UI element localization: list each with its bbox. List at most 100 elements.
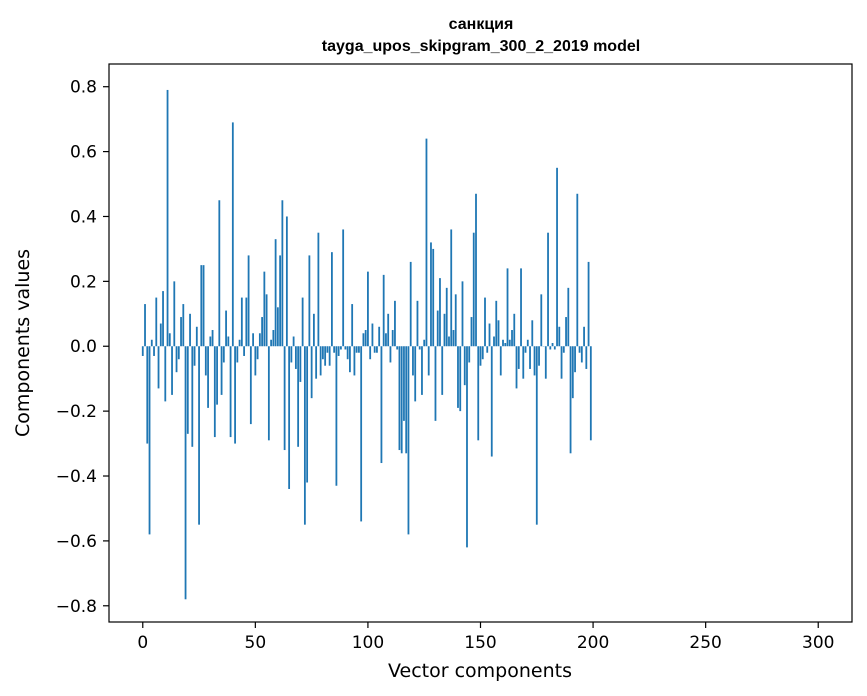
bar — [558, 326, 561, 347]
chart-subtitle: tayga_upos_skipgram_300_2_2019 model — [322, 38, 640, 55]
y-tick-label: 0.6 — [70, 143, 97, 163]
bar — [243, 346, 245, 356]
bar — [303, 346, 306, 525]
chart-title: санкция — [449, 16, 514, 33]
bar — [263, 271, 266, 347]
y-tick-label: −0.6 — [56, 532, 97, 552]
bar — [353, 346, 356, 376]
x-tick-label: 50 — [245, 633, 267, 653]
bar — [373, 346, 376, 353]
bar — [580, 346, 583, 363]
bar — [549, 346, 552, 350]
bar — [470, 317, 473, 347]
bar — [238, 339, 241, 347]
bar — [315, 346, 318, 379]
x-tick-label: 0 — [137, 633, 148, 653]
bar — [540, 294, 543, 347]
bar — [324, 346, 327, 366]
bar — [421, 346, 423, 395]
bar — [583, 326, 585, 347]
bar — [481, 346, 484, 360]
bar — [360, 346, 363, 522]
bar — [484, 297, 486, 347]
bar — [175, 346, 178, 373]
bar — [150, 339, 153, 347]
bar — [515, 346, 518, 389]
bar — [276, 307, 279, 347]
bar — [207, 346, 209, 408]
bar — [432, 248, 435, 347]
bar — [292, 336, 295, 347]
bar — [258, 333, 261, 347]
bar — [490, 346, 493, 457]
bar — [517, 346, 520, 369]
bar — [290, 346, 293, 363]
bar — [486, 346, 489, 353]
bar — [331, 252, 333, 347]
bar — [220, 346, 223, 395]
bar — [227, 336, 230, 347]
bar — [452, 330, 455, 347]
bar — [556, 167, 558, 347]
bar — [412, 346, 414, 376]
bar — [547, 232, 549, 347]
bar — [249, 346, 252, 425]
bar — [355, 346, 358, 353]
bar — [441, 346, 444, 395]
bar — [524, 346, 527, 353]
bar — [155, 297, 158, 347]
bar — [209, 336, 212, 347]
bar — [225, 310, 227, 347]
plot-frame — [108, 63, 853, 623]
bar — [193, 346, 196, 366]
bar — [254, 346, 257, 376]
bar — [358, 346, 360, 353]
bar — [148, 346, 151, 535]
bar — [153, 346, 155, 356]
bar — [294, 346, 297, 369]
bar — [141, 346, 144, 356]
bar — [261, 317, 263, 347]
bar — [184, 346, 187, 600]
y-axis-label: Components values — [12, 249, 34, 437]
x-axis-label: Vector components — [388, 660, 572, 682]
bar — [319, 346, 322, 376]
bar — [159, 323, 162, 347]
bar — [461, 281, 464, 347]
bar — [270, 339, 273, 347]
bar — [186, 346, 189, 434]
bar — [475, 193, 477, 347]
bar — [565, 317, 567, 347]
bar — [288, 346, 291, 489]
bar — [529, 346, 531, 369]
y-tick-label: −0.8 — [56, 597, 97, 617]
bar — [538, 346, 540, 366]
bar — [222, 346, 225, 363]
bar — [182, 304, 185, 347]
bar — [493, 336, 495, 347]
bar — [396, 346, 399, 350]
bar — [378, 326, 381, 347]
bar — [256, 346, 259, 360]
bar — [173, 281, 176, 347]
bar — [560, 346, 563, 379]
bar — [236, 346, 239, 363]
bar — [569, 346, 572, 454]
bar — [385, 333, 387, 347]
bar — [200, 265, 203, 347]
bar — [340, 346, 342, 350]
bar — [229, 346, 232, 438]
bar — [362, 333, 365, 347]
bar — [349, 346, 351, 373]
bar — [252, 333, 254, 347]
x-axis-ticks: 0 50 100 150 200 250 300 — [137, 622, 834, 653]
bar — [234, 346, 236, 444]
x-tick-label: 250 — [689, 633, 721, 653]
bar — [168, 333, 171, 347]
bar — [562, 346, 565, 353]
bar — [513, 313, 516, 347]
bar — [445, 287, 448, 347]
bar — [522, 346, 525, 379]
bar — [274, 239, 277, 347]
bar — [497, 320, 500, 347]
